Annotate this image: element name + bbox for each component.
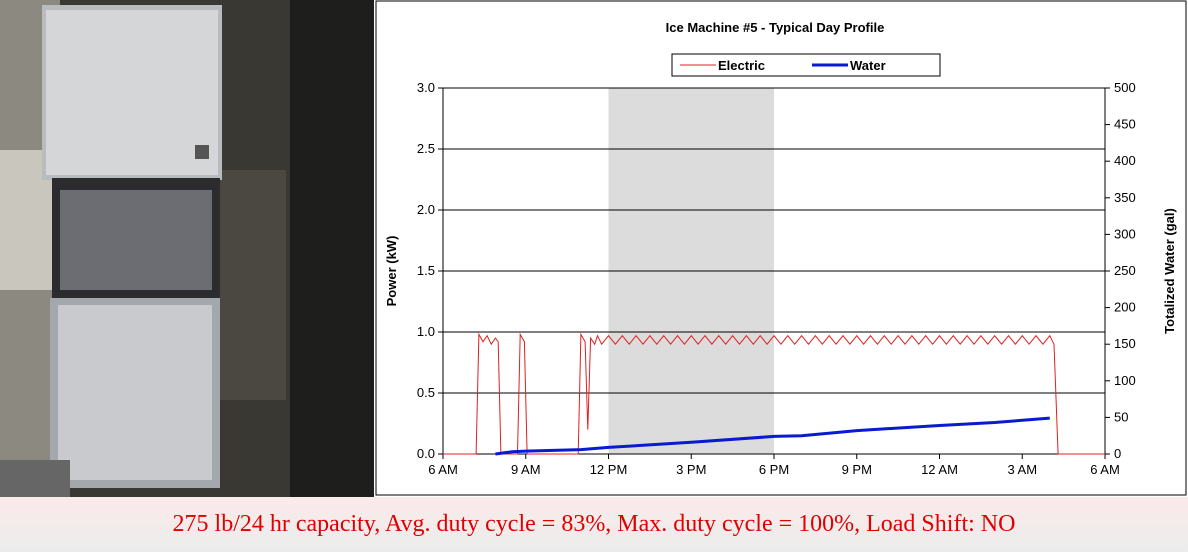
y2-tick-label: 350 xyxy=(1114,190,1136,205)
y-tick-label: 1.0 xyxy=(417,324,435,339)
y2-tick-label: 50 xyxy=(1114,409,1128,424)
y-tick-label: 2.5 xyxy=(417,141,435,156)
y-tick-label: 0.5 xyxy=(417,385,435,400)
series-line xyxy=(443,332,1105,455)
x-tick-label: 6 AM xyxy=(1090,462,1120,477)
x-tick-label: 12 PM xyxy=(590,462,628,477)
chart: Ice Machine #5 - Typical Day Profile Pow… xyxy=(0,0,1187,497)
x-tick-label: 6 AM xyxy=(428,462,458,477)
photo xyxy=(0,0,374,497)
y-tick-label: 2.0 xyxy=(417,202,435,217)
series-line xyxy=(495,416,1050,456)
y-tick-label: 3.0 xyxy=(417,80,435,95)
y2-tick-label: 250 xyxy=(1114,263,1136,278)
legend-label: Electric xyxy=(718,58,765,73)
legend-label: Water xyxy=(850,58,886,73)
y-tick-label: 1.5 xyxy=(417,263,435,278)
chart-frame xyxy=(375,0,1187,496)
x-tick-label: 3 PM xyxy=(676,462,706,477)
chart-title: Ice Machine #5 - Typical Day Profile xyxy=(666,20,885,35)
x-tick-label: 3 AM xyxy=(1007,462,1037,477)
x-tick-label: 6 PM xyxy=(759,462,789,477)
x-tick-label: 12 AM xyxy=(921,462,958,477)
y2-tick-label: 300 xyxy=(1114,226,1136,241)
x-tick-label: 9 PM xyxy=(842,462,872,477)
y2-tick-label: 450 xyxy=(1114,117,1136,132)
caption: 275 lb/24 hr capacity, Avg. duty cycle =… xyxy=(0,497,1188,552)
y2-tick-label: 200 xyxy=(1114,300,1136,315)
y2-tick-label: 500 xyxy=(1114,80,1136,95)
y2-axis-title: Totalized Water (gal) xyxy=(1162,208,1177,334)
x-tick-label: 9 AM xyxy=(511,462,541,477)
legend xyxy=(671,53,941,77)
y-axis-title: Power (kW) xyxy=(384,236,399,307)
y2-tick-label: 100 xyxy=(1114,373,1136,388)
y-tick-label: 0.0 xyxy=(417,446,435,461)
y2-tick-label: 400 xyxy=(1114,153,1136,168)
y2-tick-label: 150 xyxy=(1114,336,1136,351)
y2-tick-label: 0 xyxy=(1114,446,1121,461)
